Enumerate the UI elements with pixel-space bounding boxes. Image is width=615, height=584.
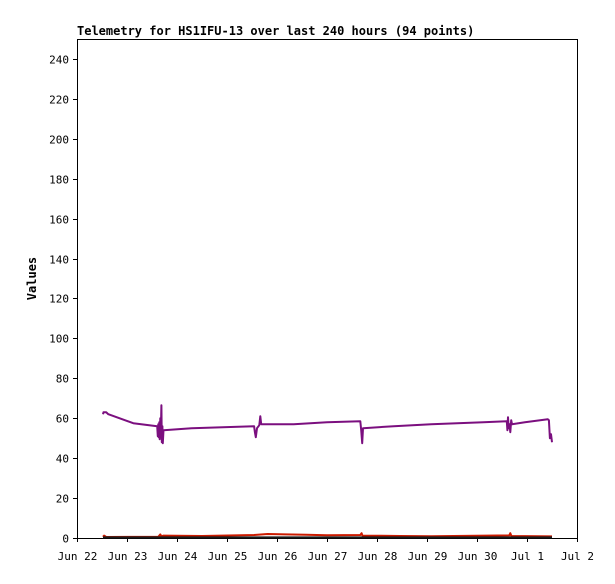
x-tick-label: Jul 1 bbox=[511, 550, 544, 563]
series-line-2 bbox=[102, 532, 553, 538]
y-axis: 0 20 40 60 80 100 120 140 160 180 200 220 240 bbox=[49, 54, 77, 546]
x-tick-label: Jun 26 bbox=[258, 550, 298, 563]
y-tick-label: 200 bbox=[49, 134, 69, 147]
y-tick-label: 20 bbox=[56, 493, 69, 506]
y-tick-label: 120 bbox=[49, 293, 69, 306]
y-tick-label: 40 bbox=[56, 453, 69, 466]
x-tick-label: Jun 29 bbox=[408, 550, 448, 563]
y-tick-label: 220 bbox=[49, 94, 69, 107]
y-tick-label: 80 bbox=[56, 373, 69, 386]
y-tick-label: 100 bbox=[49, 333, 69, 346]
y-axis-label: Values bbox=[25, 257, 39, 300]
x-axis: Jun 22 Jun 23 Jun 24 Jun 25 Jun 26 Jun 27 Jun … bbox=[58, 538, 594, 563]
y-tick-label: 60 bbox=[56, 413, 69, 426]
chart-title: Telemetry for HS1IFU-13 over last 240 ho… bbox=[77, 24, 474, 38]
x-tick-label: Jun 30 bbox=[458, 550, 498, 563]
y-tick-label: 240 bbox=[49, 54, 69, 67]
x-tick-label: Jul 2 bbox=[561, 550, 594, 563]
y-tick-label: 160 bbox=[49, 214, 69, 227]
series-line-1 bbox=[102, 404, 553, 445]
x-tick-label: Jun 28 bbox=[358, 550, 398, 563]
y-tick-label: 0 bbox=[62, 533, 69, 546]
plot-frame bbox=[77, 39, 578, 539]
x-tick-label: Jun 23 bbox=[108, 550, 148, 563]
y-tick-label: 180 bbox=[49, 174, 69, 187]
y-tick-label: 140 bbox=[49, 254, 69, 267]
x-tick-label: Jun 22 bbox=[58, 550, 98, 563]
x-tick-label: Jun 25 bbox=[208, 550, 248, 563]
series-layer bbox=[102, 404, 553, 539]
x-tick-label: Jun 24 bbox=[158, 550, 198, 563]
x-tick-label: Jun 27 bbox=[308, 550, 348, 563]
